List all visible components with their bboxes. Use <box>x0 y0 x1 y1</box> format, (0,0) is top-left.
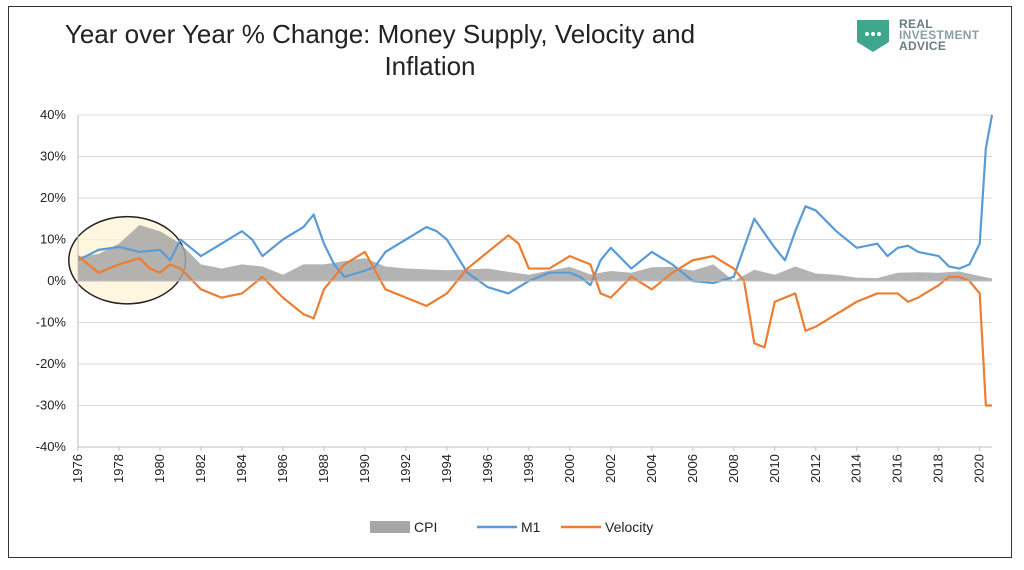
logo: REAL INVESTMENT ADVICE <box>845 14 1015 62</box>
x-tick-label: 2012 <box>808 454 823 483</box>
series-line-velocity <box>77 234 992 407</box>
area-series <box>78 224 992 281</box>
y-tick-label: 40% <box>40 107 66 122</box>
logo-badge-icon <box>857 20 889 52</box>
chart-title-line2: Inflation <box>384 51 476 81</box>
legend-label-m1: M1 <box>521 519 541 535</box>
x-tick-label: 1996 <box>480 454 495 483</box>
logo-text: REAL INVESTMENT ADVICE <box>899 17 980 53</box>
x-tick-label: 2020 <box>972 454 987 483</box>
y-tick-label: 30% <box>40 149 66 164</box>
series-area-cpi <box>78 224 992 281</box>
x-tick-label: 1978 <box>111 454 126 483</box>
y-tick-label: 10% <box>40 232 66 247</box>
chart-title: Year over Year % Change: Money Supply, V… <box>0 18 760 82</box>
x-tick-label: 2016 <box>890 454 905 483</box>
x-tick-label: 2006 <box>685 454 700 483</box>
x-tick-label: 1994 <box>439 454 454 483</box>
y-tick-label: -30% <box>36 398 67 413</box>
axes: 40% 30% 20% 10% 0% -10% -20% -30% -40%1976 1978 19… <box>36 107 992 483</box>
logo-line2: INVESTMENT <box>899 28 980 42</box>
y-tick-label: -10% <box>36 315 67 330</box>
x-tick-label: 2018 <box>931 454 946 483</box>
y-tick-label: -40% <box>36 439 67 454</box>
x-tick-label: 1982 <box>193 454 208 483</box>
x-tick-label: 2010 <box>767 454 782 483</box>
legend-label-velocity: Velocity <box>605 519 653 535</box>
x-tick-label: 1984 <box>234 454 249 483</box>
legend: CPI M1 Velocity <box>370 519 653 535</box>
x-tick-label: 1990 <box>357 454 372 483</box>
x-tick-label: 2014 <box>849 454 864 483</box>
legend-label-cpi: CPI <box>414 519 437 535</box>
y-tick-label: 0% <box>47 273 66 288</box>
line-series <box>77 114 994 407</box>
logo-line1: REAL <box>899 17 933 31</box>
x-tick-label: 2002 <box>603 454 618 483</box>
y-tick-label: 20% <box>40 190 66 205</box>
x-tick-label: 1992 <box>398 454 413 483</box>
series-line-m1 <box>77 114 994 295</box>
x-tick-label: 1998 <box>521 454 536 483</box>
x-tick-label: 1980 <box>152 454 167 483</box>
logo-line3: ADVICE <box>899 39 947 53</box>
x-tick-label: 1988 <box>316 454 331 483</box>
chart-title-line1: Year over Year % Change: Money Supply, V… <box>64 19 696 49</box>
y-tick-label: -20% <box>36 356 67 371</box>
x-tick-label: 2008 <box>726 454 741 483</box>
x-tick-label: 1976 <box>70 454 85 483</box>
x-tick-label: 1986 <box>275 454 290 483</box>
x-tick-label: 2004 <box>644 454 659 483</box>
legend-swatch-cpi <box>370 521 410 533</box>
x-tick-label: 2000 <box>562 454 577 483</box>
